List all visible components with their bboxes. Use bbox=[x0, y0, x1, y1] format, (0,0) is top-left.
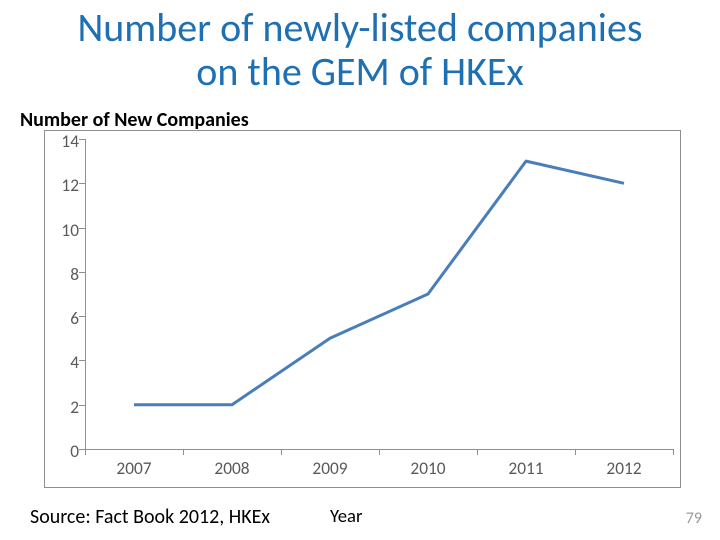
x-axis-title: Year bbox=[330, 505, 362, 528]
y-tick-label: 10 bbox=[51, 219, 79, 241]
source-caption: Source: Fact Book 2012, HKEx bbox=[30, 505, 270, 529]
x-tick-label: 2010 bbox=[398, 457, 458, 479]
slide: { "title": { "text": "Number of newly-li… bbox=[0, 0, 720, 540]
y-tick-label: 6 bbox=[51, 307, 79, 329]
y-tick-label: 8 bbox=[51, 263, 79, 285]
chart-title-text: Number of newly-listed companieson the G… bbox=[77, 3, 642, 96]
x-tick-label: 2008 bbox=[202, 457, 262, 479]
y-tick-label: 2 bbox=[51, 396, 79, 418]
chart-outer-box: 0 2 4 6 8 10 12 14 2007 2008 2009 2010 2011 2012 bbox=[44, 130, 681, 488]
chart-plot-area: 02468101214200720082009201020112012 bbox=[85, 139, 673, 449]
x-tick bbox=[477, 449, 478, 455]
x-tick bbox=[575, 449, 576, 455]
page-number: 79 bbox=[686, 509, 702, 528]
x-tick bbox=[379, 449, 380, 455]
x-tick-label: 2009 bbox=[300, 457, 360, 479]
y-tick-label: 0 bbox=[51, 440, 79, 462]
line-series bbox=[85, 139, 673, 449]
x-tick-label: 2011 bbox=[496, 457, 556, 479]
y-tick-label: 12 bbox=[51, 174, 79, 196]
y-tick-label: 14 bbox=[51, 130, 79, 152]
x-tick-label: 2007 bbox=[104, 457, 164, 479]
data-line bbox=[134, 161, 624, 405]
x-tick-label: 2012 bbox=[594, 457, 654, 479]
x-tick bbox=[281, 449, 282, 455]
y-tick-label: 4 bbox=[51, 351, 79, 373]
x-tick bbox=[183, 449, 184, 455]
x-tick bbox=[673, 449, 674, 455]
y-axis-subtitle: Number of New Companies bbox=[20, 108, 249, 132]
x-tick bbox=[85, 449, 86, 455]
chart-title: Number of newly-listed companieson the G… bbox=[0, 6, 720, 94]
